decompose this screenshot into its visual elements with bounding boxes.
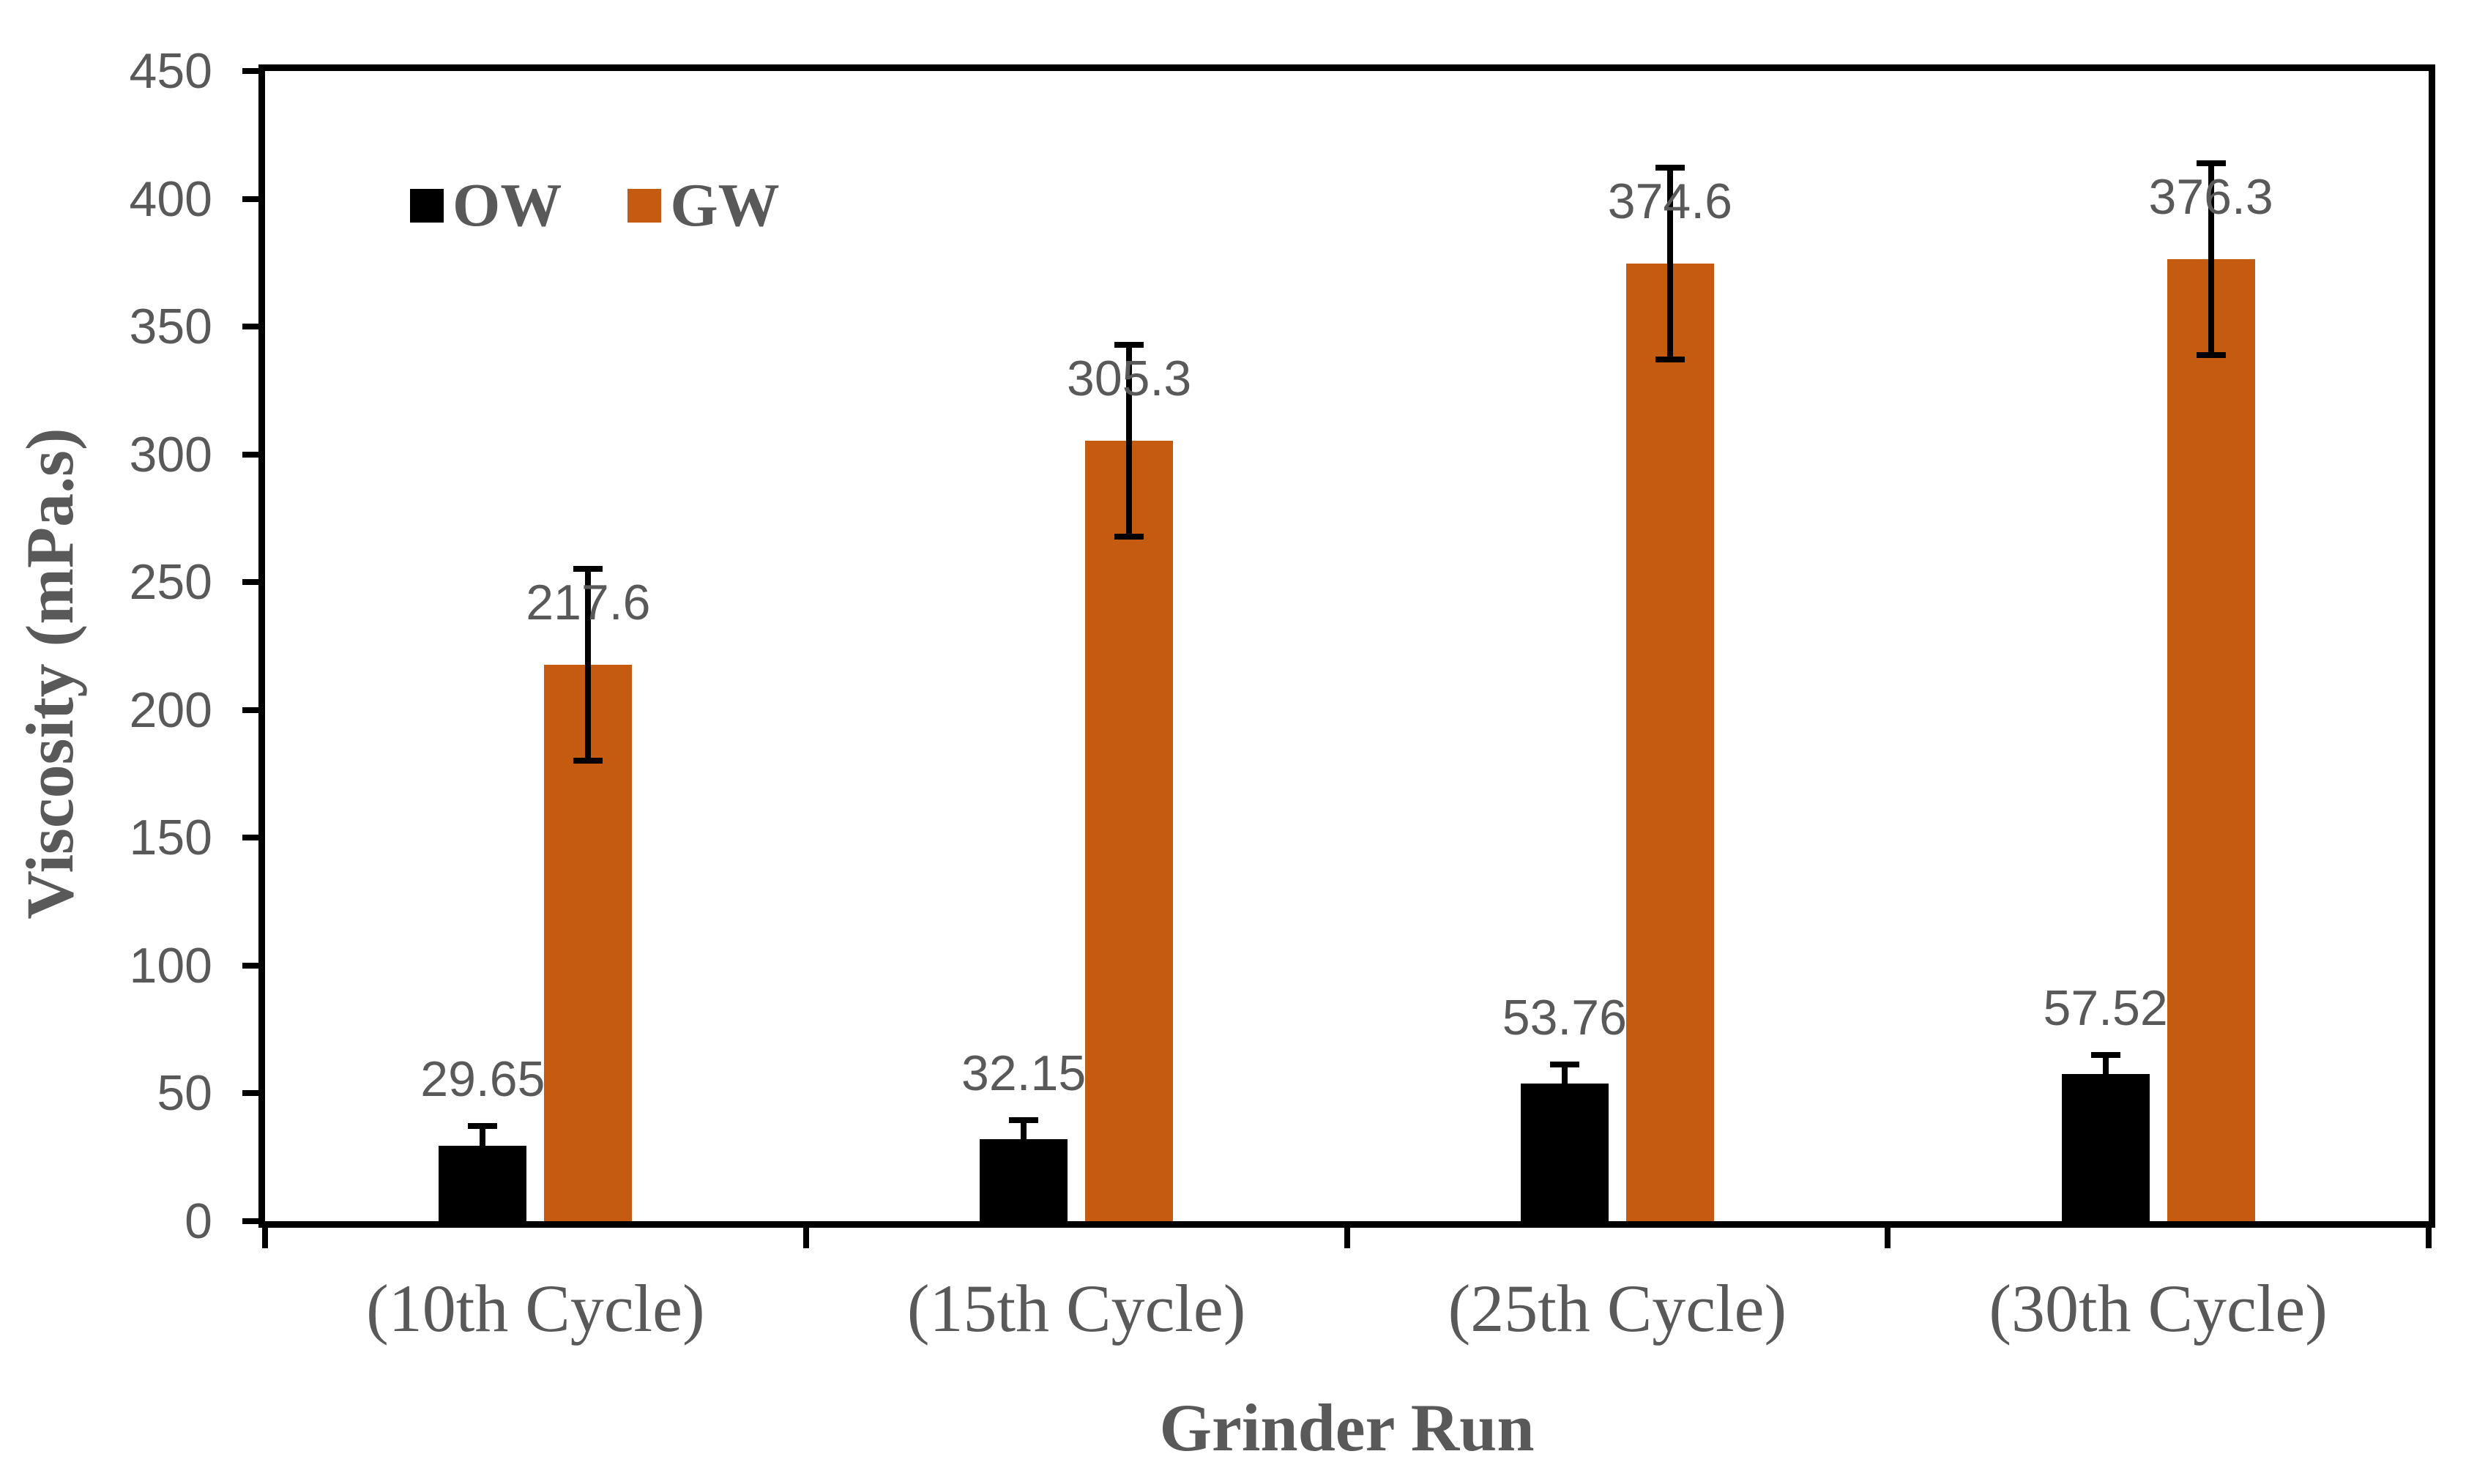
y-tick-label-100: 100 <box>129 937 212 993</box>
y-tick-label-50: 50 <box>157 1065 212 1122</box>
y-tick-label-150: 150 <box>129 810 212 866</box>
y-tick-mark-0 <box>242 1218 258 1224</box>
data-label-gw-4: 376.3 <box>2148 169 2273 225</box>
x-category-label-2: (15th Cycle) <box>906 1271 1246 1346</box>
x-axis-title: Grinder Run <box>1159 1390 1535 1465</box>
data-label-ow-2: 32.15 <box>961 1045 1087 1101</box>
error-bar-gw-1 <box>585 569 592 761</box>
y-tick-mark-50 <box>242 1090 258 1097</box>
legend: OW GW <box>410 175 780 236</box>
gw-legend-label: GW <box>670 171 780 239</box>
ow-legend-label: OW <box>452 171 562 239</box>
y-tick-label-250: 250 <box>129 554 212 611</box>
data-label-ow-1: 29.65 <box>420 1051 545 1108</box>
error-bar-gw-3 <box>1666 168 1673 360</box>
legend-item-gw: GW <box>627 171 780 239</box>
x-tick-mark-4 <box>2426 1221 2432 1248</box>
bar-gw-2 <box>1085 441 1174 1221</box>
data-label-ow-3: 53.76 <box>1502 990 1627 1046</box>
x-category-label-4: (30th Cycle) <box>1989 1271 2328 1346</box>
legend-item-ow: OW <box>410 175 562 236</box>
y-tick-label-0: 0 <box>185 1193 212 1249</box>
y-tick-mark-200 <box>242 706 258 713</box>
y-tick-mark-300 <box>242 451 258 458</box>
data-label-gw-3: 374.6 <box>1607 174 1732 230</box>
error-cap-bottom-gw-2 <box>1114 534 1144 540</box>
error-cap-bottom-ow-3 <box>1549 1100 1579 1106</box>
y-tick-mark-100 <box>242 962 258 969</box>
error-cap-top-gw-2 <box>1114 342 1144 348</box>
data-label-gw-2: 305.3 <box>1067 351 1192 407</box>
x-category-label-3: (25th Cycle) <box>1448 1271 1787 1346</box>
x-tick-mark-0 <box>262 1221 268 1248</box>
y-tick-label-300: 300 <box>129 426 212 482</box>
error-cap-bottom-ow-4 <box>2090 1090 2120 1097</box>
y-tick-label-400: 400 <box>129 171 212 227</box>
error-bar-ow-2 <box>1021 1119 1027 1158</box>
error-cap-top-ow-1 <box>468 1123 498 1130</box>
y-tick-mark-350 <box>242 324 258 330</box>
bar-ow-4 <box>2061 1074 2150 1221</box>
x-tick-mark-3 <box>1885 1221 1891 1248</box>
error-bar-gw-4 <box>2208 163 2214 356</box>
error-cap-top-gw-3 <box>1655 165 1685 171</box>
error-cap-top-gw-4 <box>2196 160 2226 167</box>
data-label-ow-4: 57.52 <box>2043 980 2168 1036</box>
x-tick-mark-2 <box>1344 1221 1350 1248</box>
ow-legend-swatch <box>410 189 444 223</box>
error-cap-top-gw-1 <box>573 566 603 573</box>
error-cap-bottom-gw-4 <box>2196 352 2226 359</box>
gw-legend-swatch <box>627 189 662 223</box>
x-tick-mark-1 <box>802 1221 809 1248</box>
data-label-gw-1: 217.6 <box>526 575 651 631</box>
bar-gw-4 <box>2167 259 2255 1221</box>
y-tick-mark-250 <box>242 579 258 586</box>
error-cap-top-ow-3 <box>1549 1062 1579 1068</box>
error-cap-top-ow-2 <box>1009 1116 1039 1123</box>
error-cap-bottom-gw-1 <box>573 758 603 764</box>
error-cap-bottom-ow-1 <box>468 1161 498 1168</box>
y-tick-label-450: 450 <box>129 43 212 99</box>
y-tick-label-200: 200 <box>129 682 212 738</box>
error-cap-bottom-gw-3 <box>1655 357 1685 363</box>
error-cap-top-ow-4 <box>2090 1052 2120 1058</box>
bar-ow-3 <box>1520 1084 1609 1221</box>
bar-gw-3 <box>1625 264 1714 1221</box>
error-cap-bottom-ow-2 <box>1009 1155 1039 1161</box>
y-tick-label-350: 350 <box>129 299 212 355</box>
error-bar-ow-1 <box>480 1126 486 1165</box>
x-category-label-1: (10th Cycle) <box>366 1271 705 1346</box>
error-bar-ow-4 <box>2102 1055 2109 1094</box>
y-tick-mark-400 <box>242 195 258 202</box>
error-bar-ow-3 <box>1561 1064 1568 1103</box>
y-tick-mark-150 <box>242 835 258 841</box>
y-tick-labels: 0 50 100 150 200 250 300 350 400 450 <box>0 0 214 1484</box>
y-tick-mark-450 <box>242 68 258 74</box>
plot-area: OW GW 29.65 217.6 32.15 305.3 53.76 374.6 57.5… <box>242 64 2435 1248</box>
error-bar-gw-2 <box>1126 345 1133 537</box>
